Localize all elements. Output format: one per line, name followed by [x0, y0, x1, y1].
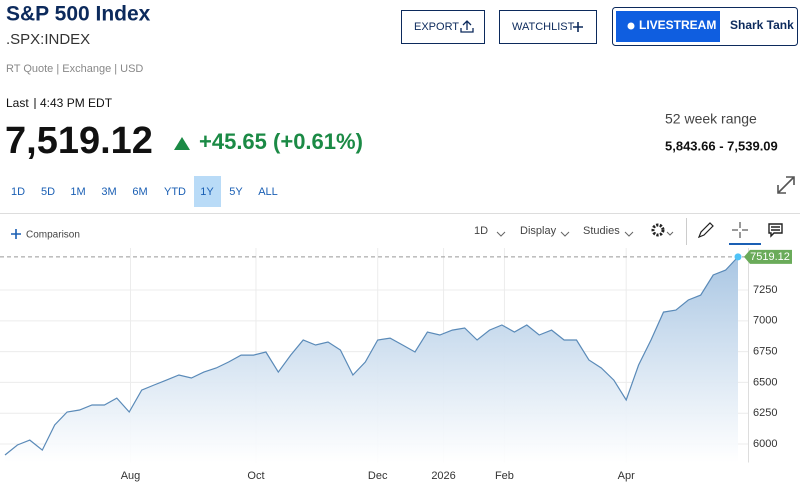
crosshair-icon[interactable]	[732, 222, 748, 238]
y-tick-label: 6250	[753, 407, 777, 419]
range-option[interactable]: 1D	[11, 186, 25, 198]
y-tick-label: 6500	[753, 376, 777, 388]
range-selector: 1D 5D 1M 3M 6M YTD 1Y 5Y ALL	[11, 176, 278, 207]
chart: 6000 6250 6500 6750 7000 7250 Aug Oct Dec 2026 Feb…	[0, 248, 792, 482]
chevron	[666, 231, 674, 236]
gear	[651, 223, 665, 237]
range-option[interactable]: 5Y	[229, 186, 243, 198]
area-fill	[5, 256, 738, 463]
chevron	[560, 231, 570, 237]
y-tick-label: 6750	[753, 346, 777, 358]
display-menu[interactable]: Display	[520, 225, 557, 237]
x-tick-label: Apr	[618, 470, 635, 482]
chevron	[496, 231, 506, 237]
range-selected-bg	[194, 176, 221, 207]
comment-icon[interactable]	[768, 223, 783, 238]
draw-icon[interactable]	[697, 222, 714, 239]
x-tick-label: Dec	[368, 470, 388, 482]
expand-icon[interactable]	[777, 176, 795, 194]
x-tick-label: Aug	[121, 470, 141, 482]
button-frame	[401, 10, 485, 44]
last-price-tag	[744, 249, 792, 264]
button-label: EXPORT	[414, 21, 459, 33]
range-option[interactable]: 5D	[41, 186, 55, 198]
live-dot	[627, 22, 635, 30]
change: +45.65 (+0.61%)	[199, 129, 363, 154]
price-line	[4, 256, 739, 456]
last-point	[734, 253, 742, 261]
range-option[interactable]: YTD	[164, 186, 186, 198]
range-option[interactable]: 1Y	[200, 186, 214, 198]
plus-icon	[11, 229, 21, 239]
studies-menu[interactable]: Studies	[583, 225, 620, 237]
x-tick-label: 2026	[431, 470, 455, 482]
range-value: 5,843.66 - 7,539.09	[665, 138, 778, 153]
export-button[interactable]: EXPORT	[401, 10, 485, 44]
livestream-button[interactable]: LIVESTREAM	[616, 11, 720, 42]
comparison[interactable]: Comparison	[26, 230, 80, 241]
price: 7,519.12	[5, 120, 153, 162]
button-label: WATCHLIST	[512, 21, 575, 33]
last-label: Last	[6, 96, 29, 110]
range-option[interactable]: ALL	[258, 186, 278, 198]
quote-info: RT Quote | Exchange | USD	[6, 63, 143, 75]
title: S&P 500 Index	[6, 3, 151, 26]
interval[interactable]: 1D	[474, 225, 488, 237]
up-arrow	[174, 137, 190, 150]
x-tick-label: Feb	[495, 470, 514, 482]
symbol: .SPX:INDEX	[6, 31, 90, 48]
x-tick-label: Oct	[247, 470, 264, 482]
range-label: 52 week range	[665, 111, 757, 127]
y-tick-label: 6000	[753, 438, 777, 450]
plus-icon	[573, 22, 583, 32]
last-price-label: 7519.12	[750, 251, 790, 263]
watchlist-button[interactable]: WATCHLIST	[499, 10, 597, 44]
chevron	[624, 231, 634, 237]
range-option[interactable]: 6M	[132, 186, 147, 198]
button-label: LIVESTREAM	[639, 18, 716, 32]
export-icon	[460, 20, 474, 33]
range-option[interactable]: 3M	[101, 186, 116, 198]
y-tick-label: 7000	[753, 315, 777, 327]
quote-time: 4:43 PM EDT	[40, 96, 113, 110]
y-tick-label: 7250	[753, 284, 777, 296]
range-option[interactable]: 1M	[70, 186, 85, 198]
show-link[interactable]: Shark Tank	[730, 18, 794, 32]
settings-icon[interactable]	[651, 223, 674, 237]
